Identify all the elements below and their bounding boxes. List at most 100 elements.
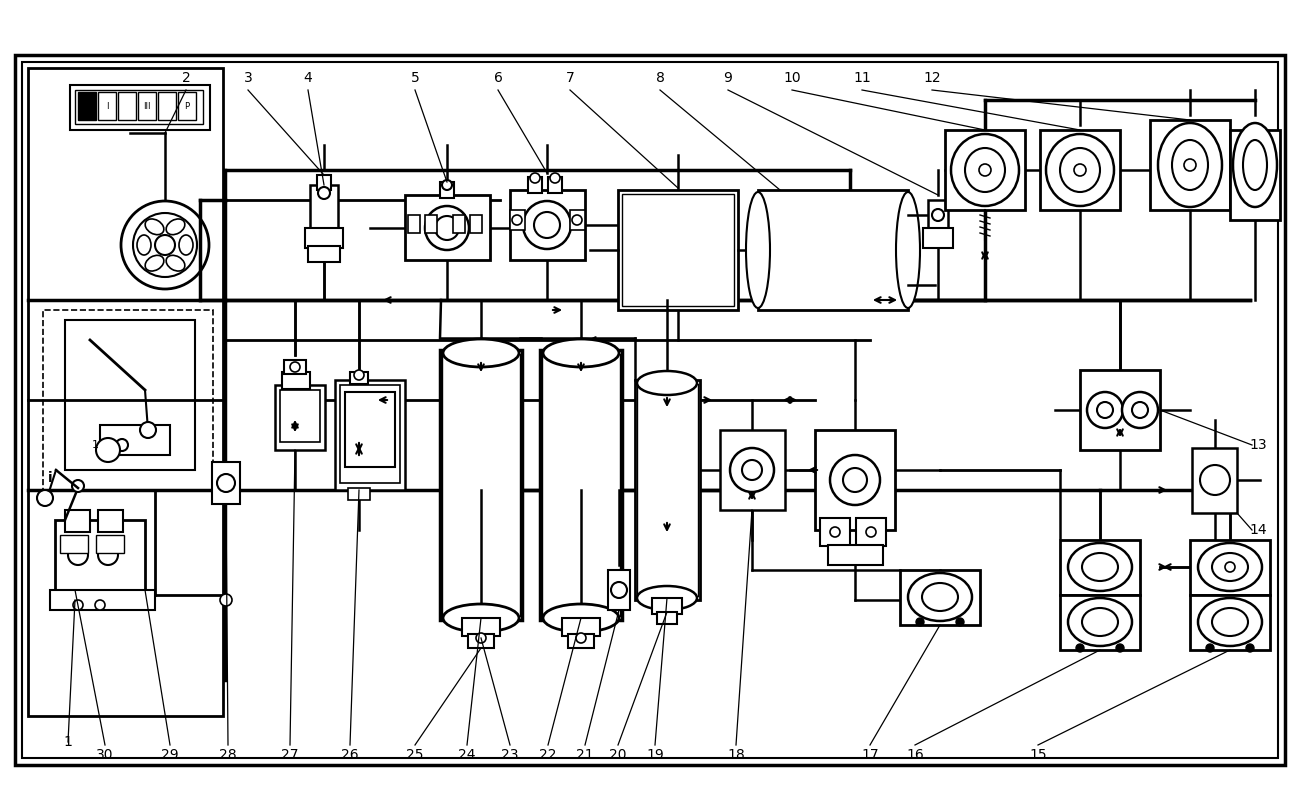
- Ellipse shape: [896, 192, 920, 308]
- Bar: [855, 518, 887, 546]
- Circle shape: [36, 490, 53, 506]
- Circle shape: [829, 455, 880, 505]
- Circle shape: [1200, 465, 1230, 495]
- Circle shape: [530, 173, 540, 183]
- Circle shape: [476, 633, 486, 643]
- Bar: [138, 92, 156, 120]
- Bar: [309, 185, 338, 230]
- Ellipse shape: [746, 192, 770, 308]
- Bar: [16, 55, 1284, 765]
- Text: P: P: [185, 101, 190, 111]
- Bar: [510, 190, 585, 260]
- Circle shape: [72, 480, 84, 492]
- Bar: [656, 612, 677, 624]
- Circle shape: [1115, 644, 1124, 652]
- Text: 29: 29: [161, 748, 179, 762]
- Circle shape: [425, 206, 469, 250]
- Circle shape: [829, 527, 840, 537]
- Bar: [1086, 374, 1154, 444]
- Ellipse shape: [1082, 608, 1118, 636]
- Text: 2: 2: [182, 71, 190, 85]
- Text: 8: 8: [655, 71, 664, 85]
- Bar: [618, 190, 738, 310]
- Ellipse shape: [1082, 553, 1118, 581]
- Circle shape: [290, 362, 300, 372]
- Circle shape: [1074, 164, 1086, 176]
- Bar: [283, 360, 305, 374]
- Bar: [900, 570, 980, 625]
- Bar: [1192, 448, 1238, 513]
- Bar: [569, 210, 585, 230]
- Bar: [653, 598, 682, 614]
- Ellipse shape: [543, 604, 619, 632]
- Ellipse shape: [1173, 140, 1208, 190]
- Circle shape: [866, 527, 876, 537]
- Circle shape: [436, 216, 459, 240]
- Circle shape: [523, 201, 571, 249]
- Circle shape: [932, 209, 944, 221]
- Ellipse shape: [1212, 553, 1248, 581]
- Ellipse shape: [1046, 134, 1114, 206]
- Ellipse shape: [146, 255, 164, 271]
- Bar: [98, 510, 124, 532]
- Text: 1: 1: [64, 735, 73, 749]
- Bar: [65, 320, 195, 470]
- Bar: [408, 215, 420, 233]
- Bar: [1060, 595, 1140, 650]
- Bar: [1040, 130, 1121, 210]
- Text: 11: 11: [853, 71, 871, 85]
- Circle shape: [842, 468, 867, 492]
- Ellipse shape: [1232, 123, 1277, 207]
- Bar: [335, 380, 406, 490]
- Bar: [341, 385, 400, 483]
- Text: I: I: [105, 101, 108, 111]
- Circle shape: [979, 164, 991, 176]
- Text: 15: 15: [1030, 748, 1047, 762]
- Circle shape: [95, 600, 105, 610]
- Bar: [65, 510, 90, 532]
- Ellipse shape: [543, 339, 619, 367]
- Circle shape: [354, 370, 364, 380]
- Ellipse shape: [922, 583, 958, 611]
- Ellipse shape: [1212, 608, 1248, 636]
- Circle shape: [1206, 644, 1214, 652]
- Ellipse shape: [1069, 543, 1132, 591]
- Bar: [1060, 540, 1140, 595]
- Bar: [282, 372, 309, 389]
- Text: 22: 22: [540, 748, 556, 762]
- Ellipse shape: [166, 219, 185, 235]
- Bar: [29, 68, 224, 716]
- Ellipse shape: [637, 371, 697, 395]
- Bar: [22, 62, 1278, 758]
- Bar: [212, 462, 240, 504]
- Circle shape: [742, 460, 762, 480]
- Bar: [78, 92, 96, 120]
- Circle shape: [318, 187, 330, 199]
- Bar: [945, 130, 1024, 210]
- Ellipse shape: [1199, 543, 1262, 591]
- Text: 6: 6: [494, 71, 502, 85]
- Text: 3: 3: [243, 71, 252, 85]
- Bar: [100, 425, 170, 455]
- Text: 4: 4: [304, 71, 312, 85]
- Bar: [280, 390, 320, 442]
- Bar: [452, 215, 465, 233]
- Ellipse shape: [1199, 598, 1262, 646]
- Bar: [562, 618, 601, 636]
- Bar: [308, 246, 341, 262]
- Circle shape: [73, 600, 83, 610]
- Bar: [344, 392, 395, 467]
- Text: III: III: [143, 101, 151, 111]
- Bar: [178, 92, 196, 120]
- Bar: [758, 190, 907, 310]
- Text: 30: 30: [96, 748, 114, 762]
- Circle shape: [220, 594, 231, 606]
- Circle shape: [217, 474, 235, 492]
- Circle shape: [96, 438, 120, 462]
- Text: 17: 17: [861, 748, 879, 762]
- Ellipse shape: [146, 219, 164, 235]
- Text: 9: 9: [724, 71, 732, 85]
- Bar: [75, 90, 203, 124]
- Circle shape: [1184, 159, 1196, 171]
- Ellipse shape: [1069, 598, 1132, 646]
